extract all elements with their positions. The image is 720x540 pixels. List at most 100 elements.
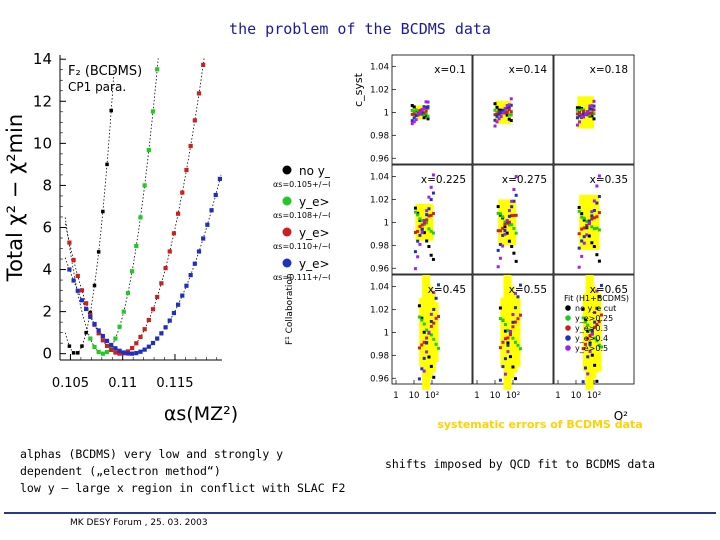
- data-point: [431, 191, 435, 195]
- x-tick-label: 10²: [506, 391, 520, 401]
- data-point: [125, 351, 131, 356]
- data-point: [506, 341, 510, 345]
- data-point: [416, 255, 420, 259]
- data-point: [590, 241, 594, 245]
- data-point: [79, 288, 85, 293]
- data-point: [427, 355, 431, 359]
- data-point: [507, 220, 511, 224]
- data-point: [592, 208, 596, 212]
- panel-4: x=0.275: [472, 164, 554, 275]
- data-point: [418, 108, 422, 112]
- data-point: [493, 113, 497, 117]
- data-point: [96, 250, 101, 254]
- slide-title: the problem of the BCDMS data: [229, 20, 491, 38]
- data-point: [581, 347, 585, 351]
- data-point: [516, 343, 520, 347]
- data-point: [410, 108, 414, 112]
- panel-frame: [391, 164, 473, 275]
- left-comment: alphas (BCDMS) very low and strongly y d…: [20, 446, 350, 497]
- legend-marker: [282, 258, 292, 268]
- data-point: [586, 329, 590, 333]
- data-point: [418, 242, 422, 246]
- data-point: [142, 183, 147, 188]
- legend-label: y_e>0.5: [575, 344, 608, 353]
- data-point: [597, 211, 601, 215]
- data-point: [588, 111, 592, 115]
- data-point: [101, 209, 105, 214]
- comment-line: low y – large x region in conflict with …: [20, 481, 346, 495]
- x-tick-label: 10: [409, 391, 420, 401]
- data-point: [590, 210, 594, 214]
- data-point: [583, 366, 587, 370]
- data-point: [425, 341, 429, 345]
- legend-result: αs=0.105+/−0: [273, 180, 330, 189]
- data-point: [503, 220, 507, 224]
- data-point: [592, 104, 596, 108]
- data-point: [503, 337, 507, 341]
- y-tick-label: 10: [33, 134, 52, 152]
- data-point: [425, 336, 429, 340]
- data-point: [121, 350, 126, 355]
- data-point: [575, 112, 579, 116]
- error-band-spike: [427, 292, 436, 373]
- data-point: [584, 112, 588, 116]
- legend-marker: [565, 345, 571, 351]
- x-axis-label: Q²: [614, 409, 628, 420]
- data-point: [507, 105, 511, 109]
- data-point: [424, 109, 428, 113]
- x-tick-label: 1: [555, 391, 560, 401]
- data-point: [429, 324, 433, 328]
- data-point: [414, 114, 418, 118]
- data-point: [498, 317, 502, 321]
- data-point: [501, 111, 505, 115]
- data-point: [595, 379, 599, 383]
- data-point: [499, 110, 503, 114]
- data-point: [142, 327, 147, 332]
- legend-label: y_e>0.4: [299, 257, 330, 271]
- data-point: [420, 367, 424, 371]
- data-point: [580, 239, 584, 243]
- data-point: [577, 120, 581, 124]
- data-point: [167, 249, 172, 254]
- data-point: [597, 319, 601, 323]
- y-tick-label: 1.02: [370, 195, 389, 205]
- legend-marker: [282, 165, 292, 175]
- data-point: [427, 214, 431, 218]
- data-point: [597, 343, 601, 347]
- x-axis-label: αs(MZ²): [164, 403, 238, 425]
- data-point: [507, 108, 511, 112]
- data-point: [503, 107, 507, 111]
- data-point: [88, 312, 93, 317]
- data-point: [104, 338, 110, 343]
- data-point: [96, 331, 101, 336]
- x-tick-label: 10²: [425, 391, 439, 401]
- y-tick-label: 0.98: [370, 351, 389, 361]
- data-point: [412, 110, 416, 114]
- data-point: [80, 344, 84, 348]
- data-point: [434, 342, 438, 346]
- legend-result: αs=0.111+/−0: [273, 273, 330, 282]
- y-tick-label: 4: [42, 261, 52, 279]
- comment-line: dependent („electron method“): [20, 464, 221, 478]
- data-point: [580, 113, 584, 117]
- data-point: [125, 291, 131, 296]
- data-point: [416, 239, 420, 243]
- legend-label: y_e>0.25: [575, 314, 613, 323]
- data-point: [590, 225, 594, 229]
- data-point: [498, 378, 502, 382]
- data-point: [583, 318, 587, 322]
- data-point: [121, 309, 126, 314]
- data-point: [514, 175, 518, 179]
- data-point: [422, 218, 426, 222]
- legend-marker: [565, 325, 571, 331]
- data-point: [507, 113, 511, 117]
- data-point: [416, 109, 420, 113]
- data-point: [599, 313, 603, 317]
- data-point: [188, 143, 193, 149]
- data-point: [513, 291, 517, 295]
- data-point: [593, 363, 597, 367]
- data-point: [495, 112, 499, 116]
- data-point: [503, 323, 507, 327]
- data-point: [96, 328, 101, 333]
- data-point: [511, 320, 515, 324]
